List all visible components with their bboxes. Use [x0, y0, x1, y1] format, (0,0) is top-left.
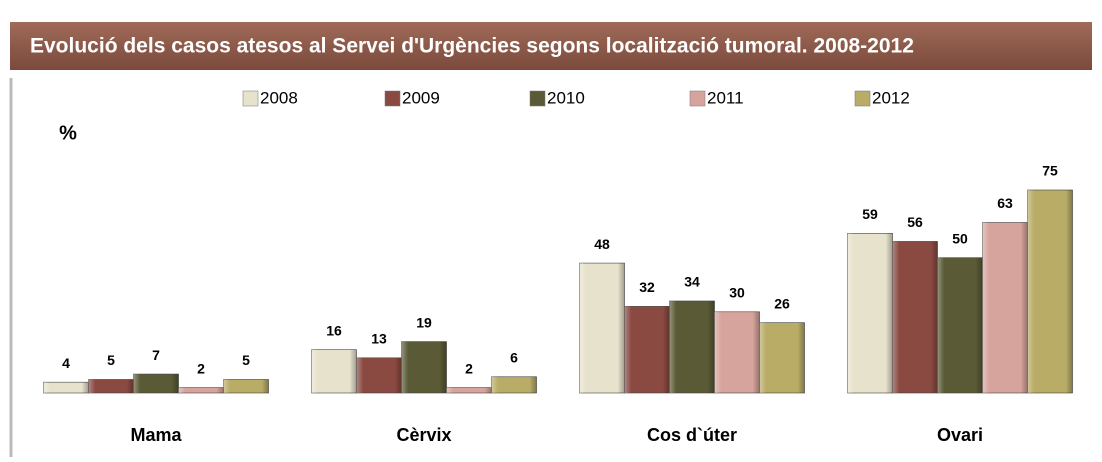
x-tick-label: Cos d`úter [647, 425, 737, 445]
bar-shine [669, 300, 715, 393]
bar-shine [43, 382, 89, 393]
legend-swatch [242, 90, 259, 107]
bar-shine [1027, 190, 1073, 393]
value-label: 4 [62, 355, 70, 371]
legend-label: 2009 [402, 88, 440, 107]
value-label: 56 [907, 214, 923, 230]
value-label: 48 [594, 236, 610, 252]
value-label: 16 [326, 322, 342, 338]
x-tick-label: Ovari [937, 425, 983, 445]
bar-shine [624, 306, 670, 393]
bar-shine [579, 263, 625, 393]
bar-shine [759, 322, 805, 393]
value-label: 63 [997, 195, 1013, 211]
legend-label: 2010 [547, 88, 585, 107]
value-label: 30 [729, 285, 745, 301]
y-axis-label: % [59, 122, 77, 144]
bar-shine [88, 379, 134, 393]
bar-shine [178, 387, 224, 393]
chart-title: Evolució dels casos atesos al Servei d'U… [30, 35, 914, 58]
value-label: 32 [639, 279, 655, 295]
value-label: 75 [1042, 163, 1058, 179]
bar-shine [223, 379, 269, 393]
bar-shine [714, 311, 760, 393]
value-label: 5 [242, 352, 250, 368]
legend-swatch [689, 90, 706, 107]
value-label: 26 [774, 295, 790, 311]
legend-label: 2012 [872, 88, 910, 107]
value-label: 59 [862, 206, 878, 222]
bar-shine [311, 349, 357, 393]
value-label: 19 [416, 314, 432, 330]
value-label: 13 [371, 331, 387, 347]
x-tick-label: Cèrvix [396, 425, 451, 445]
legend-label: 2008 [260, 88, 298, 107]
value-label: 6 [510, 349, 518, 365]
x-tick-label: Mama [130, 425, 182, 445]
value-label: 2 [465, 360, 473, 376]
legend-swatch [529, 90, 546, 107]
bar-shine [446, 387, 492, 393]
bar-shine [982, 222, 1028, 393]
bar-shine [401, 341, 447, 393]
value-label: 2 [197, 360, 205, 376]
header-bar [10, 22, 1092, 70]
legend-swatch [854, 90, 871, 107]
bar-shine [356, 357, 402, 393]
value-label: 34 [684, 274, 700, 290]
bar-shine [892, 241, 938, 393]
bar-shine [491, 376, 537, 393]
bar-shine [937, 257, 983, 393]
value-label: 5 [107, 352, 115, 368]
legend-swatch [384, 90, 401, 107]
value-label: 50 [952, 230, 968, 246]
bar-shine [847, 233, 893, 393]
bar-shine [133, 374, 179, 393]
legend-label: 2011 [707, 88, 744, 107]
value-label: 7 [152, 347, 160, 363]
